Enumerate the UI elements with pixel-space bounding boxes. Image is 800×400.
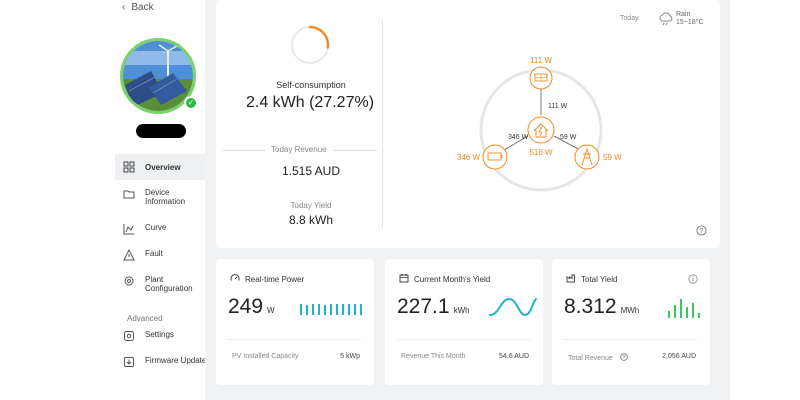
plant-avatar[interactable]: ✓ xyxy=(120,38,198,114)
realtime-power-card[interactable]: Real-time Power 249 W PV Installed Capaci… xyxy=(216,259,374,385)
rain-cloud-icon xyxy=(659,12,673,26)
total-yield-unit: MWh xyxy=(620,306,640,315)
card-divider xyxy=(397,339,531,340)
info-icon[interactable] xyxy=(688,274,698,284)
sidebar-item-label: Plant Configuration xyxy=(145,275,193,293)
realtime-power-title: Real-time Power xyxy=(245,275,305,284)
warning-icon xyxy=(123,249,135,261)
chart-icon xyxy=(123,224,134,235)
back-button[interactable]: ‹ Back xyxy=(122,2,154,13)
help-icon[interactable]: ? xyxy=(696,225,707,236)
home-node[interactable] xyxy=(527,116,555,144)
sidebar-item-label: Curve xyxy=(145,223,167,232)
today-yield-label: Today Yield xyxy=(290,201,332,210)
battery-power-label: 346 W xyxy=(457,153,481,162)
total-revenue-label: Total Revenue ? xyxy=(568,353,628,362)
pv-capacity-label: PV Installed Capacity xyxy=(232,353,299,360)
vertical-divider xyxy=(382,20,383,228)
battery-node[interactable] xyxy=(482,144,508,170)
month-yield-number: 227.1 xyxy=(397,295,450,318)
weather-date-label: Today xyxy=(620,15,639,22)
month-yield-title: Current Month's Yield xyxy=(414,275,491,284)
verified-check-icon: ✓ xyxy=(184,96,198,110)
grid-to-home-label: 59 W xyxy=(560,134,577,141)
weather-info: Rain 15~18°C xyxy=(676,11,704,27)
realtime-power-sparkline xyxy=(300,304,362,315)
total-yield-value: 8.312 MWh xyxy=(564,295,639,319)
sidebar: ‹ Back ✓ xyxy=(110,0,207,400)
battery-to-home-label: 346 W xyxy=(508,134,529,141)
month-revenue-value: 54.6 AUD xyxy=(499,353,529,360)
total-revenue-value: 2,056 AUD xyxy=(662,353,696,360)
sidebar-item-fault[interactable]: Fault xyxy=(115,249,207,261)
gauge-icon xyxy=(230,274,240,281)
svg-text:?: ? xyxy=(622,355,625,361)
month-yield-unit: kWh xyxy=(453,306,470,315)
chevron-left-icon: ‹ xyxy=(122,2,126,13)
update-icon xyxy=(124,357,134,367)
grid-power-label: 59 W xyxy=(603,153,622,162)
sidebar-item-firmware-update[interactable]: Firmware Update xyxy=(115,356,207,368)
self-consumption-donut xyxy=(290,25,330,65)
pv-capacity-value: 5 kWp xyxy=(340,353,360,360)
sidebar-item-overview[interactable]: Overview xyxy=(115,154,207,180)
card-divider xyxy=(228,339,362,340)
plant-photo xyxy=(120,38,196,114)
total-revenue-text: Total Revenue xyxy=(568,355,613,362)
pv-to-home-label: 111 W xyxy=(548,103,568,110)
factory-icon xyxy=(566,274,575,283)
folder-icon xyxy=(123,190,135,199)
sidebar-item-label: Fault xyxy=(145,249,163,258)
question-icon[interactable]: ? xyxy=(619,353,628,361)
realtime-power-value: 249 W xyxy=(228,295,275,319)
calendar-icon xyxy=(399,274,409,283)
sidebar-item-plant-configuration[interactable]: Plant Configuration xyxy=(115,275,207,293)
today-revenue-value: 1.515 AUD xyxy=(281,164,341,178)
total-yield-card[interactable]: Total Yield 8.312 MWh Total Revenue ? xyxy=(552,259,710,385)
advanced-section-label: Advanced xyxy=(127,314,163,323)
overview-card: Self-consumption 2.4 kWh (27.27%) Today … xyxy=(216,0,720,248)
total-yield-title: Total Yield xyxy=(581,275,618,284)
sidebar-item-curve[interactable]: Curve xyxy=(115,223,207,235)
total-yield-number: 8.312 xyxy=(564,295,617,318)
sidebar-item-label: Device Information xyxy=(145,188,186,206)
weather-condition: Rain xyxy=(676,11,691,18)
month-yield-card[interactable]: Current Month's Yield 227.1 kWh Revenue T… xyxy=(385,259,543,385)
total-yield-bars xyxy=(668,299,700,318)
today-revenue-label: Today Revenue xyxy=(265,145,333,154)
sidebar-item-device-information[interactable]: Device Information xyxy=(115,188,207,206)
main-content: Self-consumption 2.4 kWh (27.27%) Today … xyxy=(205,0,730,400)
self-consumption-label: Self-consumption xyxy=(276,80,346,90)
weather-temperature: 15~18°C xyxy=(676,19,704,26)
realtime-power-number: 249 xyxy=(228,295,264,318)
sidebar-item-label: Firmware Update xyxy=(145,356,207,365)
solar-panel-node[interactable] xyxy=(529,66,553,90)
energy-flow-diagram: 111 W 111 W 346 W 59 W 516 W 346 W 59 W xyxy=(457,56,622,192)
pv-power-label: 111 W xyxy=(530,56,552,65)
settings-icon xyxy=(124,331,134,341)
self-consumption-value: 2.4 kWh (27.27%) xyxy=(245,94,375,111)
today-yield-value: 8.8 kWh xyxy=(288,213,333,227)
grid-icon xyxy=(123,161,135,173)
sidebar-item-label: Overview xyxy=(145,162,181,172)
home-power-label: 516 W xyxy=(529,148,553,157)
gear-icon xyxy=(124,276,134,286)
sidebar-item-label: Settings xyxy=(145,330,174,339)
plant-name-redacted xyxy=(136,124,186,138)
month-revenue-label: Revenue This Month xyxy=(401,353,466,360)
sidebar-item-settings[interactable]: Settings xyxy=(115,330,207,342)
svg-text:?: ? xyxy=(700,228,704,235)
realtime-power-unit: W xyxy=(267,306,275,315)
month-yield-wave xyxy=(489,297,537,317)
grid-tower-node[interactable] xyxy=(574,144,600,170)
month-yield-value: 227.1 kWh xyxy=(397,295,470,319)
back-label: Back xyxy=(131,2,154,13)
card-divider xyxy=(564,339,698,340)
